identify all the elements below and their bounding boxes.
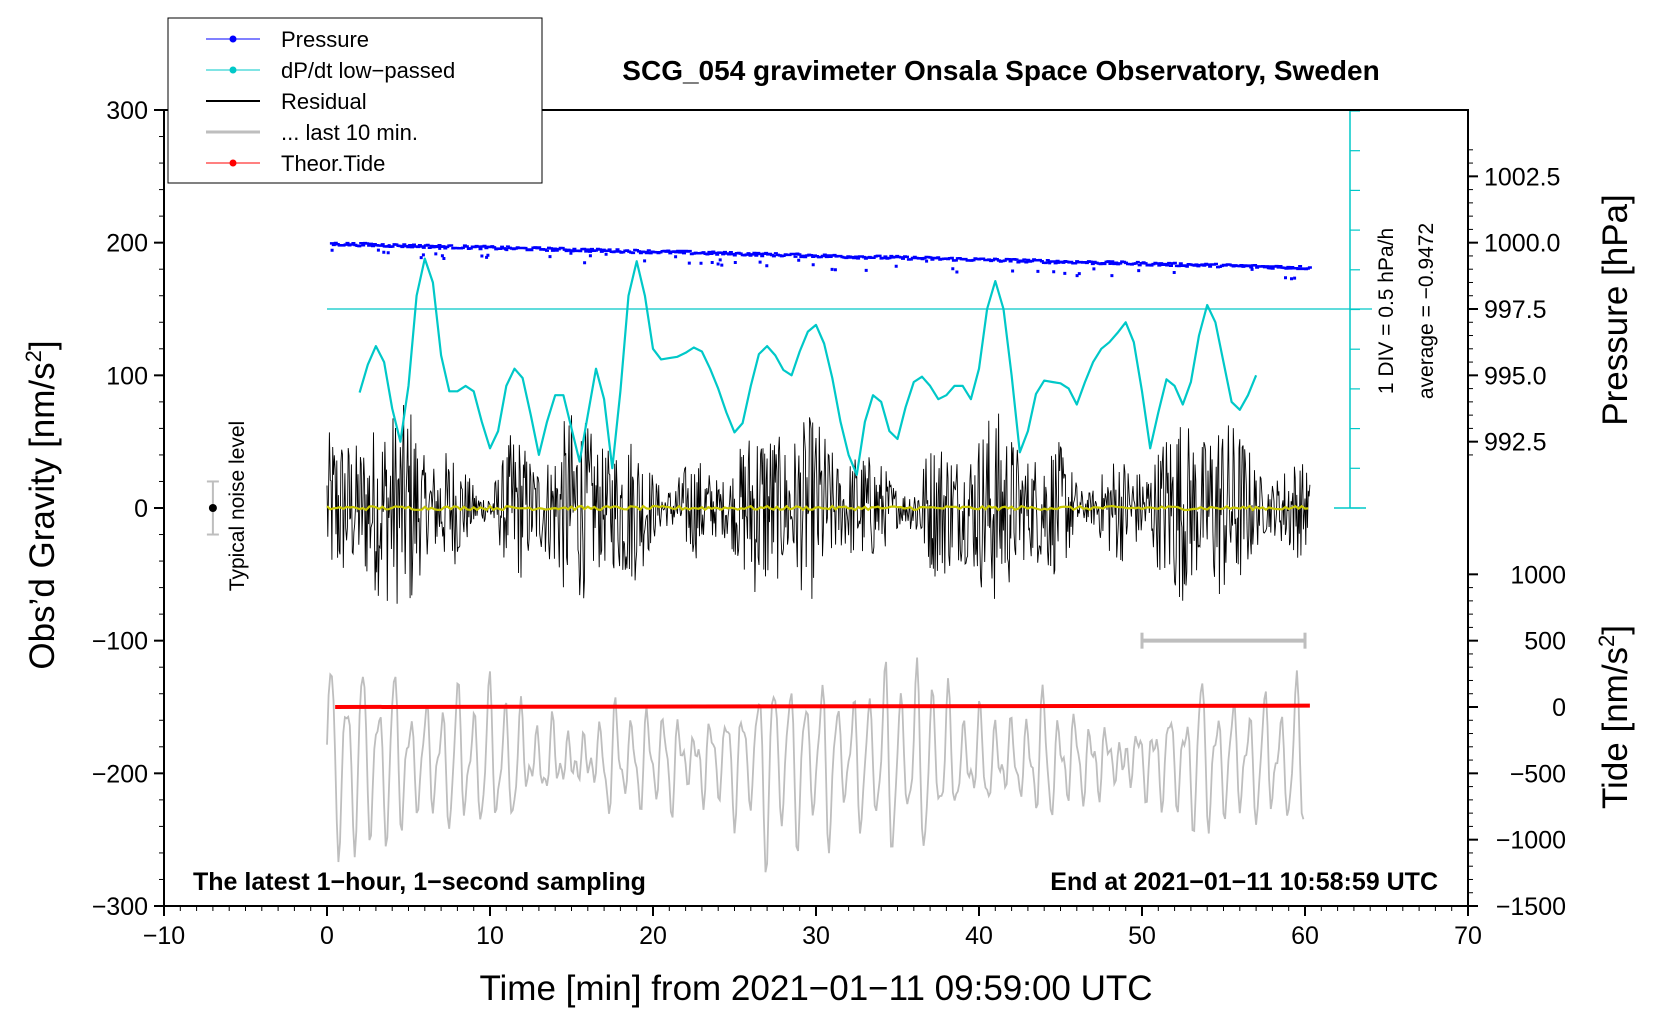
- x-tick-label: 20: [639, 922, 667, 950]
- y-axis-title-left-close: ]: [23, 340, 62, 350]
- sampling-note: The latest 1−hour, 1−second sampling: [193, 868, 646, 896]
- x-tick-label: 0: [320, 922, 334, 950]
- x-tick-label: −10: [143, 922, 185, 950]
- tide-tick-label: 0: [1552, 694, 1566, 722]
- average-label: average = −0.9472: [1415, 223, 1438, 399]
- y-tick-label: 0: [134, 495, 148, 523]
- legend-label-pressure: Pressure: [281, 27, 369, 52]
- y-tick-label: −100: [92, 628, 148, 656]
- y-axis-title-left: Obs’d Gravity [nm/s2]: [21, 340, 62, 669]
- tide-tick-label: −1000: [1496, 827, 1566, 855]
- legend-item-last10: ... last 10 min.: [206, 120, 418, 145]
- pressure-points: [329, 241, 1312, 281]
- high-pass-residual-series: [326, 657, 1305, 873]
- legend-item-tide: Theor.Tide: [206, 151, 385, 176]
- y-tick-label: 300: [106, 97, 148, 125]
- legend-marker-tide: [229, 159, 237, 167]
- y-axis-title-pressure: Pressure [hPa]: [1596, 194, 1635, 426]
- x-tick-label: 10: [476, 922, 504, 950]
- y-axis-left: 300 200 100 0 −100 −200 −300: [92, 97, 164, 921]
- pressure-tick-label: 992.5: [1484, 429, 1547, 457]
- residual-series: [326, 404, 1311, 604]
- y-axis-title-tide: Tide [nm/s2]: [1594, 625, 1635, 809]
- y-tick-label: 200: [106, 230, 148, 258]
- tide-tick-label: 500: [1524, 628, 1566, 656]
- x-tick-label: 60: [1291, 922, 1319, 950]
- annotation-marks: [206, 480, 1307, 649]
- chart-title: SCG_054 gravimeter Onsala Space Observat…: [622, 55, 1379, 86]
- y-axis-title-left-main: Obs’d Gravity [nm/s: [23, 362, 62, 669]
- x-axis: −10 0 10 20 30 40 50 60 70: [143, 906, 1482, 950]
- y-axis-title-left-sup: 2: [21, 350, 46, 362]
- end-time-note: End at 2021−01−11 10:58:59 UTC: [1050, 868, 1438, 896]
- legend: Pressure dP/dt low−passed Residual ... l…: [167, 17, 543, 184]
- legend-item-residual: Residual: [206, 89, 367, 114]
- high-pass-line: [326, 657, 1305, 873]
- y-axis-tide: 1000 500 0 −500 −1000 −1500: [1468, 561, 1566, 921]
- noise-level-point: [208, 504, 217, 512]
- x-tick-label: 70: [1454, 922, 1482, 950]
- legend-label-last10: ... last 10 min.: [281, 120, 418, 145]
- pressure-series: [329, 241, 1312, 281]
- x-tick-label: 30: [802, 922, 830, 950]
- tide-tick-label: −500: [1510, 760, 1566, 788]
- legend-marker-dpdt: [229, 66, 237, 74]
- pressure-tick-label: 1002.5: [1484, 163, 1560, 191]
- residual-mean-line: [326, 504, 1309, 512]
- legend-label-dpdt: dP/dt low−passed: [281, 58, 455, 83]
- y-axis-pressure: 1002.5 1000.0 997.5 995.0 992.5: [1468, 149, 1560, 457]
- x-tick-label: 40: [965, 922, 993, 950]
- y-tick-label: −300: [92, 893, 148, 921]
- legend-item-pressure: Pressure: [206, 27, 369, 52]
- x-axis-title: Time [min] from 2021−01−11 09:59:00 UTC: [479, 969, 1152, 1008]
- dpdt-line: [358, 257, 1258, 476]
- residual-mean-series: [326, 504, 1309, 512]
- pressure-tick-label: 1000.0: [1484, 230, 1560, 258]
- tide-tick-label: −1500: [1496, 893, 1566, 921]
- y-axis-title-tide-close: ]: [1596, 625, 1635, 635]
- y-axis-title-tide-main: Tide [nm/s: [1596, 647, 1635, 809]
- tide-tick-label: 1000: [1510, 561, 1566, 589]
- dpdt-series: [327, 109, 1372, 509]
- legend-item-dpdt: dP/dt low−passed: [206, 58, 455, 83]
- legend-label-tide: Theor.Tide: [281, 151, 385, 176]
- y-tick-label: 100: [106, 362, 148, 390]
- y-axis-title-tide-sup: 2: [1594, 635, 1619, 647]
- legend-marker-pressure: [229, 35, 237, 43]
- y-tick-label: −200: [92, 760, 148, 788]
- noise-level-label: Typical noise level: [226, 421, 249, 591]
- tide-line: [335, 703, 1310, 709]
- x-tick-label: 50: [1128, 922, 1156, 950]
- pressure-tick-label: 997.5: [1484, 296, 1547, 324]
- div-label: 1 DIV = 0.5 hPa/h: [1375, 228, 1398, 394]
- legend-label-residual: Residual: [281, 89, 367, 114]
- residual-line: [326, 404, 1311, 604]
- tide-series: [335, 703, 1310, 709]
- pressure-tick-label: 995.0: [1484, 362, 1547, 390]
